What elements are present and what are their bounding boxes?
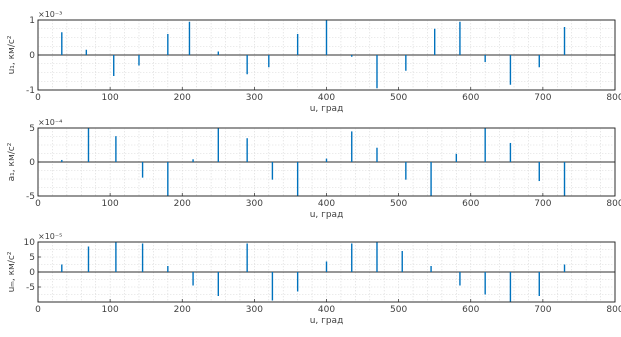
axis-exponent: ×10⁻⁴	[38, 118, 62, 127]
x-tick-label: 200	[174, 93, 191, 103]
y-tick-label: 0	[29, 51, 35, 61]
axis-exponent: ×10⁻³	[38, 10, 62, 19]
x-axis-label: u, град	[310, 104, 344, 114]
x-tick-label: 0	[35, 199, 41, 209]
x-tick-label: 800	[606, 199, 621, 209]
y-axis-label: u₁, км/с²	[7, 35, 17, 74]
x-tick-label: 300	[246, 199, 263, 209]
y-tick-label: 1	[29, 16, 35, 26]
x-tick-label: 700	[534, 305, 551, 315]
y-tick-label: 0	[29, 268, 35, 278]
x-tick-label: 200	[174, 305, 191, 315]
x-tick-label: 300	[246, 305, 263, 315]
y-tick-label: -1	[26, 86, 35, 96]
x-tick-label: 300	[246, 93, 263, 103]
y-tick-label: -5	[26, 192, 35, 202]
x-tick-label: 400	[318, 93, 335, 103]
x-tick-label: 100	[102, 305, 119, 315]
x-tick-label: 600	[462, 305, 479, 315]
x-tick-label: 800	[606, 305, 621, 315]
x-tick-label: 400	[318, 199, 335, 209]
x-axis-label: u, град	[310, 316, 344, 326]
x-tick-label: 100	[102, 199, 119, 209]
x-tick-label: 100	[102, 93, 119, 103]
x-tick-label: 700	[534, 93, 551, 103]
x-tick-label: 600	[462, 199, 479, 209]
x-tick-label: 500	[390, 305, 407, 315]
axis-exponent: ×10⁻⁵	[38, 232, 62, 241]
subplot-1: 0 100 200 300 400 500 600 700 800-101×10⁻³u, гра…	[7, 10, 621, 114]
x-tick-label: 400	[318, 305, 335, 315]
subplot-3: 0 100 200 300 400 500 600 700 800 -5 0 5 10×10⁻⁵ u, г…	[7, 232, 621, 326]
y-tick-label: 0	[29, 158, 35, 168]
x-tick-label: 700	[534, 199, 551, 209]
y-tick-label: -5	[26, 283, 35, 293]
x-tick-label: 200	[174, 199, 191, 209]
x-tick-label: 800	[606, 93, 621, 103]
x-tick-label: 500	[390, 93, 407, 103]
subplot-2: 0 100 200 300 400 500 600 700 800-505×10⁻⁴u, гра…	[7, 118, 621, 220]
y-tick-label: 5	[29, 124, 35, 134]
x-tick-label: 600	[462, 93, 479, 103]
x-tick-label: 500	[390, 199, 407, 209]
x-axis-label: u, град	[310, 210, 344, 220]
x-tick-label: 0	[35, 305, 41, 315]
y-tick-label: 10	[24, 238, 36, 248]
y-tick-label: 5	[29, 253, 35, 263]
y-axis-label: uₘ, км/с²	[7, 251, 17, 292]
y-axis-label: a₁, км/с²	[7, 142, 17, 181]
x-tick-label: 0	[35, 93, 41, 103]
